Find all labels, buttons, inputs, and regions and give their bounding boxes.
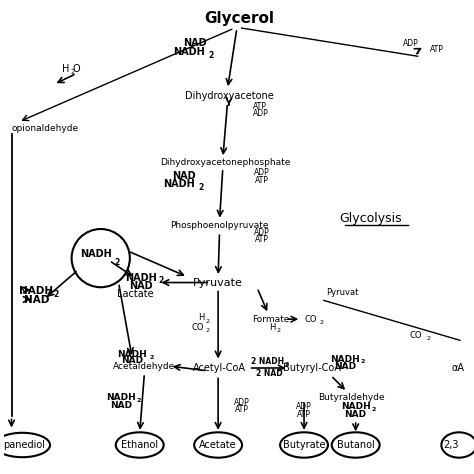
Text: 2: 2 — [199, 183, 204, 191]
Text: CO: CO — [409, 331, 421, 340]
Text: Butyryl-CoA: Butyryl-CoA — [283, 363, 341, 373]
Text: ATP: ATP — [255, 235, 269, 244]
Text: ADP: ADP — [296, 402, 312, 411]
Text: ADP: ADP — [403, 38, 419, 47]
Text: 2: 2 — [209, 51, 214, 60]
Text: NADH: NADH — [19, 286, 54, 296]
Text: NADH: NADH — [125, 273, 156, 283]
Text: 2: 2 — [71, 69, 75, 75]
Text: 2: 2 — [149, 355, 154, 360]
Text: Dihydroxyacetonephosphate: Dihydroxyacetonephosphate — [160, 158, 291, 167]
Text: ADP: ADP — [253, 109, 268, 118]
Text: 2: 2 — [206, 319, 210, 324]
Text: ATP: ATP — [255, 176, 269, 185]
Text: ADP: ADP — [254, 228, 270, 237]
Text: H: H — [199, 313, 205, 322]
Text: NADH: NADH — [173, 47, 204, 57]
Text: NAD: NAD — [121, 356, 143, 365]
Text: 2: 2 — [285, 362, 289, 367]
Text: O: O — [73, 64, 80, 74]
Text: NADH: NADH — [118, 350, 147, 359]
Text: 2: 2 — [372, 407, 376, 412]
Text: NAD: NAD — [129, 281, 153, 291]
Text: Pyruvate: Pyruvate — [193, 278, 243, 288]
Text: NAD: NAD — [334, 362, 356, 371]
Text: ATP: ATP — [254, 102, 267, 111]
Text: 2 NADH: 2 NADH — [251, 357, 284, 366]
Text: 2: 2 — [137, 398, 141, 403]
Text: NADH: NADH — [106, 393, 136, 402]
Text: αA: αA — [451, 363, 464, 373]
Text: NADH: NADH — [341, 402, 371, 411]
Text: Glycerol: Glycerol — [204, 11, 274, 26]
Text: NAD: NAD — [183, 38, 207, 48]
Text: 2: 2 — [115, 258, 120, 267]
Text: Lactate: Lactate — [117, 289, 153, 299]
Text: ADP: ADP — [254, 168, 270, 177]
Text: ATP: ATP — [235, 405, 248, 414]
Text: CO: CO — [305, 315, 317, 324]
Text: ADP: ADP — [234, 398, 249, 407]
Text: 2: 2 — [426, 337, 430, 341]
Text: 2: 2 — [205, 328, 210, 333]
Text: 2: 2 — [277, 328, 281, 333]
Text: 2: 2 — [319, 320, 324, 325]
Text: 2: 2 — [360, 359, 365, 365]
Text: H: H — [62, 64, 69, 74]
Text: NAD: NAD — [24, 295, 49, 305]
Text: Acetaldehyde: Acetaldehyde — [113, 362, 175, 371]
Text: Formate: Formate — [253, 315, 290, 324]
Text: Butyrate: Butyrate — [283, 440, 325, 450]
Text: 2: 2 — [54, 290, 59, 299]
Text: 2: 2 — [158, 276, 164, 285]
Text: Butyraldehyde: Butyraldehyde — [319, 393, 385, 402]
Text: NADH: NADH — [80, 249, 112, 259]
Text: Dihydroxyacetone: Dihydroxyacetone — [185, 91, 274, 101]
Text: 2,3: 2,3 — [444, 440, 459, 450]
Text: Pyruvat: Pyruvat — [326, 288, 359, 297]
Text: Ethanol: Ethanol — [121, 440, 158, 450]
Text: ATP: ATP — [297, 410, 311, 419]
Text: Phosphoenolpyruvate: Phosphoenolpyruvate — [170, 221, 269, 230]
Text: Acetate: Acetate — [199, 440, 237, 450]
Text: Butanol: Butanol — [337, 440, 374, 450]
Text: CO: CO — [191, 323, 204, 332]
Text: 2 NAD: 2 NAD — [256, 369, 283, 378]
Text: ATP: ATP — [429, 45, 443, 54]
Text: H: H — [269, 323, 275, 332]
Text: NADH: NADH — [330, 355, 360, 364]
Text: NAD: NAD — [173, 171, 196, 181]
Text: NAD: NAD — [110, 401, 132, 410]
Text: NAD: NAD — [345, 410, 367, 419]
Text: panediol: panediol — [3, 440, 45, 450]
Text: NADH: NADH — [163, 180, 194, 190]
Text: Glycolysis: Glycolysis — [339, 212, 402, 225]
Text: opionaldehyde: opionaldehyde — [11, 124, 79, 133]
Text: Acetyl-CoA: Acetyl-CoA — [193, 363, 246, 373]
